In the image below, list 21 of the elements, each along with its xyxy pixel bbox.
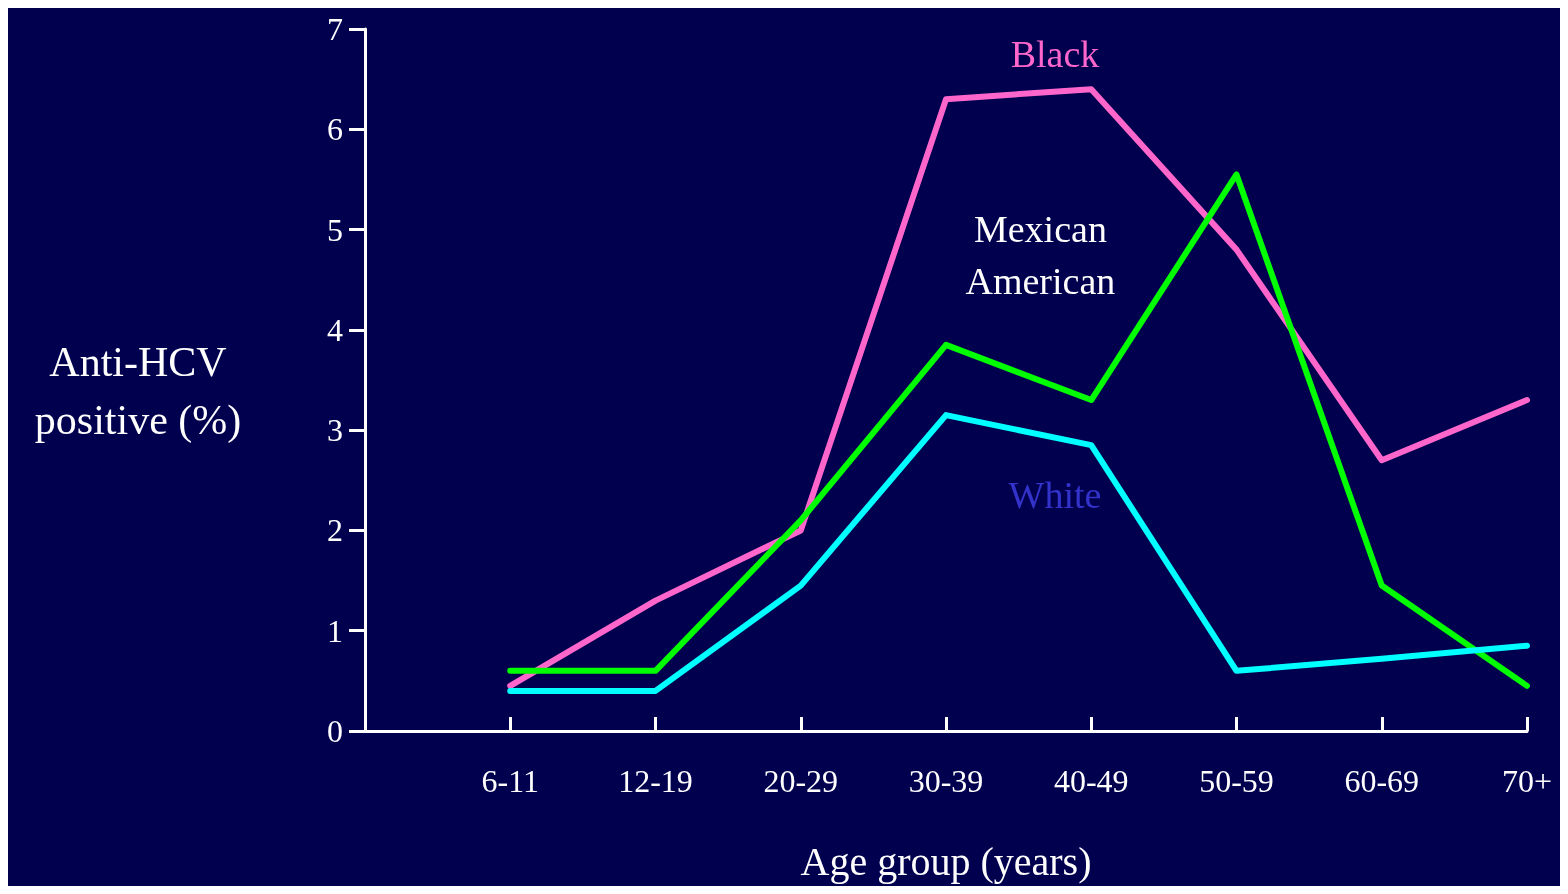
x-tick-label: 20-29: [763, 763, 839, 799]
x-tick-label: 50-59: [1199, 763, 1274, 799]
x-tick-label: 12-19: [618, 763, 693, 799]
x-tick-label: 70+: [1501, 763, 1553, 799]
x-tick-label: 40-49: [1053, 763, 1129, 799]
series-label: Mexican American: [965, 207, 1116, 302]
y-tick-label: 3: [327, 412, 343, 449]
y-tick-label: 5: [327, 211, 343, 248]
x-tick-label: 6-11: [481, 763, 539, 799]
y-tick-label: 6: [327, 111, 343, 148]
series-label: Black: [1010, 33, 1100, 76]
x-tick-label: 30-39: [908, 763, 984, 799]
y-tick-label: 4: [327, 311, 343, 348]
y-tick-label: 0: [327, 713, 343, 749]
y-tick-label: 7: [327, 11, 343, 47]
x-axis-title: Age group (years): [800, 838, 1092, 884]
x-tick-label: 60-69: [1344, 763, 1420, 799]
y-tick-label: 1: [327, 612, 343, 649]
y-axis-title: Anti-HCV positive (%): [34, 339, 242, 444]
y-tick-label: 2: [327, 512, 343, 549]
series-label: White: [1008, 474, 1102, 517]
